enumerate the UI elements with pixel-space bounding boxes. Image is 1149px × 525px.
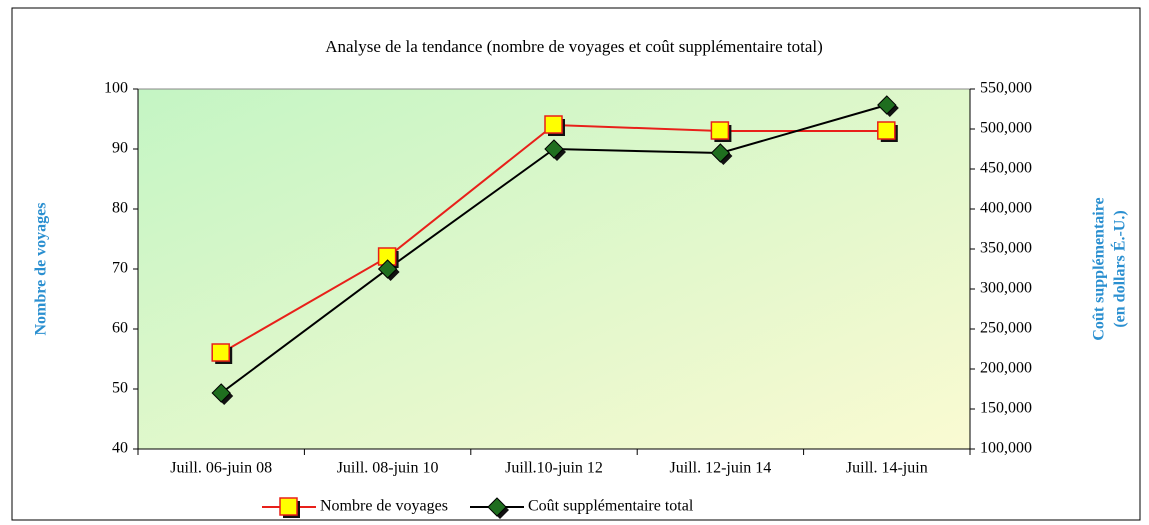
y2-tick-label: 250,000 bbox=[980, 320, 1032, 337]
y-axis-label: Nombre de voyages bbox=[33, 202, 50, 335]
y2-tick-label: 300,000 bbox=[980, 280, 1032, 297]
marker bbox=[877, 121, 896, 140]
x-tick-label: Juill. 08-juin 10 bbox=[337, 460, 439, 477]
y2-tick-label: 500,000 bbox=[980, 120, 1032, 137]
y-tick-label: 40 bbox=[112, 440, 128, 457]
y2-tick-label: 350,000 bbox=[980, 240, 1032, 257]
y2-tick-label: 200,000 bbox=[980, 360, 1032, 377]
legend-label: Coût supplémentaire total bbox=[528, 498, 694, 515]
marker bbox=[877, 95, 897, 115]
y-tick-label: 70 bbox=[112, 260, 128, 277]
y2-tick-label: 550,000 bbox=[980, 80, 1032, 97]
y2-tick-label: 450,000 bbox=[980, 160, 1032, 177]
legend-marker bbox=[487, 497, 507, 517]
legend-label: Nombre de voyages bbox=[320, 498, 448, 515]
marker bbox=[710, 121, 730, 140]
y-tick-label: 60 bbox=[112, 320, 128, 337]
marker bbox=[211, 383, 231, 403]
y-tick-label: 90 bbox=[112, 140, 128, 157]
x-tick-label: Juill. 14-juin bbox=[846, 460, 928, 477]
y2-tick-label: 100,000 bbox=[980, 440, 1032, 457]
y2-axis-label: (en dollars É.-U.) bbox=[1110, 210, 1129, 327]
x-tick-label: Juill. 12-juin 14 bbox=[670, 460, 772, 477]
y-tick-label: 100 bbox=[104, 80, 128, 97]
y2-axis-label: Coût supplémentaire bbox=[1091, 197, 1108, 340]
y-tick-label: 50 bbox=[112, 380, 128, 397]
legend-marker bbox=[279, 497, 298, 516]
marker bbox=[544, 139, 564, 159]
y-tick-label: 80 bbox=[112, 200, 128, 217]
x-tick-label: Juill. 06-juin 08 bbox=[170, 460, 272, 477]
marker bbox=[710, 143, 731, 163]
marker bbox=[544, 115, 563, 134]
x-tick-label: Juill.10-juin 12 bbox=[505, 460, 603, 477]
y2-tick-label: 400,000 bbox=[980, 200, 1032, 217]
marker bbox=[377, 259, 398, 279]
marker bbox=[211, 343, 230, 362]
chart-title: Analyse de la tendance (nombre de voyage… bbox=[325, 37, 823, 56]
y2-tick-label: 150,000 bbox=[980, 400, 1032, 417]
